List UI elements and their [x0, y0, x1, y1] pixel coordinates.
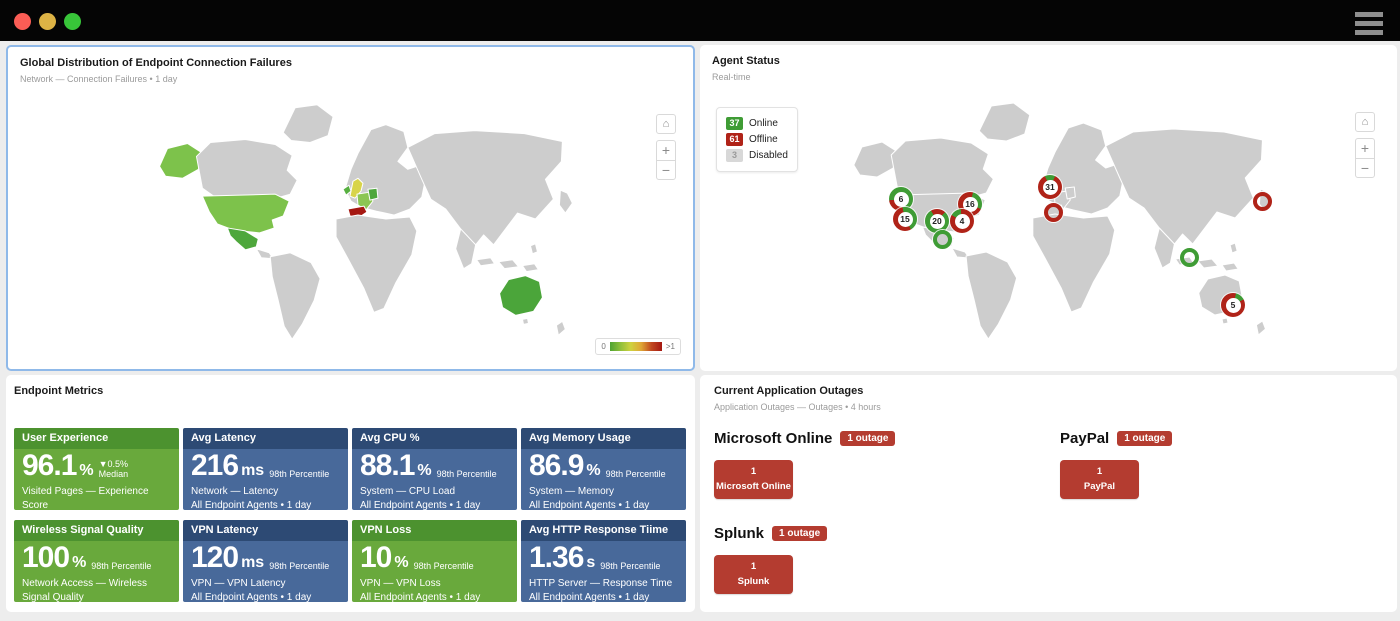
metrics-panel-title: Endpoint Metrics [14, 385, 104, 397]
outage-card-paypal[interactable]: 1 PayPal [1060, 460, 1139, 499]
scale-max-label: >1 [665, 342, 675, 351]
agent-status-legend: 37 Online 61 Offline 3 Disabled [716, 107, 798, 172]
online-count-badge: 37 [726, 117, 743, 130]
map-zoom-out-button[interactable]: − [656, 160, 676, 180]
metric-qualifier: 98th Percentile [436, 469, 497, 480]
metric-tile-http-response[interactable]: Avg HTTP Response Tiime 1.36 s 98th Perc… [521, 520, 686, 602]
failures-panel-title: Global Distribution of Endpoint Connecti… [20, 57, 292, 69]
metric-qualifier: 98th Percentile [269, 469, 330, 480]
outages-panel-subtitle: Application Outages — Outages • 4 hours [714, 402, 881, 412]
map-zoom-in-button[interactable]: + [656, 140, 676, 160]
window-close-button[interactable] [14, 13, 31, 30]
agent-marker-spain[interactable] [1044, 203, 1063, 222]
outage-card-splunk[interactable]: 1 Splunk [714, 555, 793, 594]
disabled-count-badge: 3 [726, 149, 743, 162]
legend-item-online[interactable]: 37 Online [726, 117, 788, 130]
agent-marker-singapore[interactable] [1180, 248, 1199, 267]
outage-card-microsoft-online[interactable]: 1 Microsoft Online [714, 460, 793, 499]
metric-tile-user-experience[interactable]: User Experience 96.1 % ▼0.5% Median Visi… [14, 428, 179, 510]
metric-value: 216 [191, 449, 239, 482]
outage-group-splunk: Splunk 1 outage 1 Splunk [714, 525, 1060, 594]
agent-marker-united-kingdom[interactable]: 31 [1038, 175, 1062, 199]
outage-count-badge: 1 outage [1117, 431, 1173, 446]
metric-value: 1.36 [529, 541, 584, 574]
metric-tile-avg-cpu[interactable]: Avg CPU % 88.1 % 98th Percentile System … [352, 428, 517, 510]
endpoint-metrics-panel: Endpoint Metrics User Experience 96.1 % … [6, 375, 695, 612]
metric-tile-avg-latency[interactable]: Avg Latency 216 ms 98th Percentile Netwo… [183, 428, 348, 510]
metric-qualifier: 98th Percentile [600, 561, 661, 572]
metric-delta: ▼0.5% [98, 458, 129, 469]
agent-marker-us-california[interactable]: 15 [893, 207, 917, 231]
map-zoom-in-button[interactable]: + [1355, 138, 1375, 158]
metric-value: 88.1 [360, 449, 415, 482]
failures-panel-subtitle: Network — Connection Failures • 1 day [20, 74, 178, 84]
metric-qualifier: Median [98, 469, 129, 480]
map-reset-button[interactable]: ⌂ [1355, 112, 1375, 132]
metric-tile-vpn-latency[interactable]: VPN Latency 120 ms 98th Percentile VPN —… [183, 520, 348, 602]
agent-panel-subtitle: Real-time [712, 72, 751, 82]
agent-marker-japan[interactable] [1253, 192, 1272, 211]
metric-tile-wireless-signal[interactable]: Wireless Signal Quality 100 % 98th Perce… [14, 520, 179, 602]
agent-marker-mexico[interactable] [933, 230, 952, 249]
metric-value: 120 [191, 541, 239, 574]
agent-marker-us-southeast[interactable]: 4 [950, 209, 974, 233]
metric-value: 86.9 [529, 449, 584, 482]
agent-marker-australia[interactable]: 5 [1221, 293, 1245, 317]
metric-qualifier: 98th Percentile [91, 561, 152, 572]
color-scale-legend: 0 >1 [595, 338, 681, 355]
failures-world-map[interactable] [8, 71, 695, 369]
map-reset-button[interactable]: ⌂ [656, 114, 676, 134]
agent-status-panel: Agent Status Real-time 37 Online 61 Offl… [700, 45, 1397, 371]
agent-marker-us-texas[interactable]: 20 [925, 209, 949, 233]
metric-tile-vpn-loss[interactable]: VPN Loss 10 % 98th Percentile VPN — VPN … [352, 520, 517, 602]
window-minimize-button[interactable] [39, 13, 56, 30]
legend-item-offline[interactable]: 61 Offline [726, 133, 788, 146]
metric-value: 100 [22, 541, 70, 574]
app-name: Splunk [714, 525, 765, 542]
metric-qualifier: 98th Percentile [269, 561, 330, 572]
scale-gradient-bar [609, 342, 662, 351]
agent-panel-title: Agent Status [712, 55, 780, 67]
metric-tile-grid: User Experience 96.1 % ▼0.5% Median Visi… [14, 428, 686, 602]
outage-group-microsoft-online: Microsoft Online 1 outage 1 Microsoft On… [714, 430, 1060, 499]
metric-qualifier: 98th Percentile [605, 469, 666, 480]
app-name: PayPal [1060, 430, 1110, 447]
outage-count-badge: 1 outage [840, 431, 896, 446]
outage-count-badge: 1 outage [772, 526, 828, 541]
failures-map-panel: Global Distribution of Endpoint Connecti… [6, 45, 695, 371]
map-zoom-out-button[interactable]: − [1355, 158, 1375, 178]
hamburger-menu-icon[interactable] [1355, 12, 1383, 39]
metric-value: 10 [360, 541, 392, 574]
metric-qualifier: 98th Percentile [413, 561, 474, 572]
window-titlebar [0, 0, 1400, 41]
offline-count-badge: 61 [726, 133, 743, 146]
outage-group-paypal: PayPal 1 outage 1 PayPal [1060, 430, 1173, 499]
window-zoom-button[interactable] [64, 13, 81, 30]
outages-panel-title: Current Application Outages [714, 385, 864, 397]
app-name: Microsoft Online [714, 430, 833, 447]
metric-tile-avg-memory[interactable]: Avg Memory Usage 86.9 % 98th Percentile … [521, 428, 686, 510]
legend-item-disabled[interactable]: 3 Disabled [726, 149, 788, 162]
metric-value: 96.1 [22, 449, 77, 482]
scale-min-label: 0 [601, 342, 606, 351]
application-outages-panel: Current Application Outages Application … [700, 375, 1397, 612]
